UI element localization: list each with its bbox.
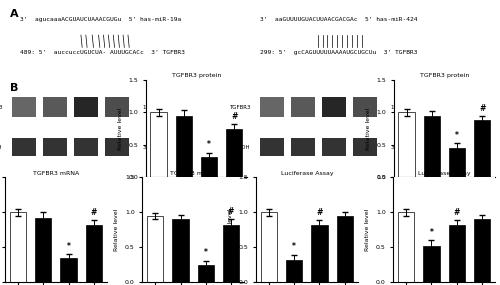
Y-axis label: Relative level: Relative level: [228, 209, 233, 251]
Bar: [286, 260, 302, 282]
Bar: [322, 97, 346, 117]
Text: GAPDH: GAPDH: [0, 144, 2, 150]
Y-axis label: Relative level: Relative level: [366, 107, 371, 150]
Text: *: *: [430, 228, 434, 237]
Title: Luciferase Assay: Luciferase Assay: [280, 171, 333, 176]
Y-axis label: Relative level: Relative level: [366, 209, 370, 251]
Bar: [260, 212, 277, 282]
Text: TGFBR3: TGFBR3: [229, 105, 250, 109]
Bar: [223, 225, 240, 282]
Text: *: *: [66, 242, 70, 251]
Title: TGFBR3 mRNA: TGFBR3 mRNA: [32, 171, 79, 176]
Bar: [10, 212, 26, 282]
Text: 3'  aaGUUUUGUACUUAACGACGAc  5' has-miR-424: 3' aaGUUUUGUACUUAACGACGAc 5' has-miR-424: [260, 17, 418, 22]
Bar: [398, 212, 414, 282]
Bar: [353, 97, 377, 117]
Bar: [290, 138, 315, 156]
Text: #: #: [228, 207, 234, 216]
Y-axis label: Relative level: Relative level: [114, 209, 119, 251]
Text: 37kD: 37kD: [390, 144, 405, 150]
Title: TGFBR3 mRNA: TGFBR3 mRNA: [170, 171, 216, 176]
Text: 3'  agucaaaACGUAUCUAAACGUGu  5' has-miR-19a: 3' agucaaaACGUAUCUAAACGUGu 5' has-miR-19…: [20, 17, 181, 22]
Text: D: D: [261, 181, 270, 191]
Bar: [43, 97, 67, 117]
Text: 110kD: 110kD: [142, 105, 160, 109]
Text: #: #: [454, 207, 460, 217]
Y-axis label: Relative level: Relative level: [118, 107, 123, 150]
Text: #: #: [90, 207, 97, 217]
Bar: [176, 115, 192, 177]
Bar: [398, 112, 415, 177]
Text: 37kD: 37kD: [142, 144, 157, 150]
Bar: [322, 138, 346, 156]
Bar: [12, 97, 36, 117]
Bar: [474, 219, 490, 282]
Bar: [105, 138, 129, 156]
Bar: [198, 265, 214, 282]
Bar: [260, 97, 284, 117]
Bar: [172, 219, 188, 282]
Bar: [150, 112, 167, 177]
Text: TGFBR3: TGFBR3: [0, 105, 2, 109]
Text: GAPDH: GAPDH: [230, 144, 250, 150]
Title: TGFBR3 protein: TGFBR3 protein: [172, 73, 221, 78]
Text: #: #: [479, 104, 486, 113]
Bar: [74, 97, 98, 117]
Text: C: C: [10, 181, 18, 191]
Bar: [74, 138, 98, 156]
Bar: [260, 138, 284, 156]
Text: 489: 5'  auccuccUGUCUA- AUUUGCACc  3' TGFBR3: 489: 5' auccuccUGUCUA- AUUUGCACc 3' TGFB…: [20, 50, 184, 56]
Bar: [147, 216, 164, 282]
Text: #: #: [316, 207, 322, 217]
Text: *: *: [292, 243, 296, 251]
Bar: [290, 97, 315, 117]
Text: *: *: [204, 248, 208, 257]
Bar: [201, 156, 217, 177]
Bar: [449, 148, 465, 177]
Bar: [424, 115, 440, 177]
Title: TGFBR3 protein: TGFBR3 protein: [420, 73, 469, 78]
Bar: [448, 225, 465, 282]
Bar: [336, 216, 353, 282]
Bar: [86, 225, 102, 282]
Bar: [35, 218, 51, 282]
Bar: [353, 138, 377, 156]
Text: 110kD: 110kD: [390, 105, 408, 109]
Bar: [43, 138, 67, 156]
Text: A: A: [10, 9, 18, 19]
Bar: [60, 258, 77, 282]
Title: Luciferase Assay: Luciferase Assay: [418, 171, 470, 176]
Bar: [226, 129, 242, 177]
Text: 299: 5'  gcCAGUUUUUAAAAUGCUGCUu  3' TGFBR3: 299: 5' gcCAGUUUUUAAAAUGCUGCUu 3' TGFBR3: [260, 50, 418, 56]
Text: *: *: [455, 131, 459, 140]
Text: #: #: [231, 112, 237, 121]
Bar: [312, 225, 328, 282]
Text: B: B: [10, 83, 18, 93]
Bar: [474, 120, 490, 177]
Text: *: *: [207, 141, 211, 149]
Bar: [12, 138, 36, 156]
Bar: [105, 97, 129, 117]
Bar: [423, 246, 440, 282]
